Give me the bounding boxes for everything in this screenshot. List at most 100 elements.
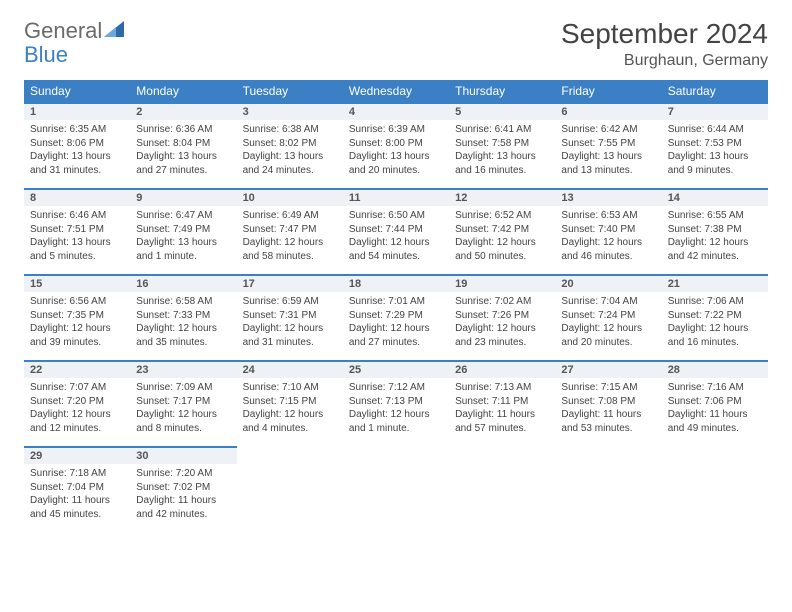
day-data: Sunrise: 6:41 AMSunset: 7:58 PMDaylight:… xyxy=(449,120,555,183)
daylight-text: Daylight: 13 hours and 24 minutes. xyxy=(243,150,337,177)
calendar-day-cell: 9Sunrise: 6:47 AMSunset: 7:49 PMDaylight… xyxy=(130,188,236,274)
sunset-text: Sunset: 7:26 PM xyxy=(455,309,549,323)
day-number: 23 xyxy=(130,360,236,378)
daylight-text: Daylight: 12 hours and 8 minutes. xyxy=(136,408,230,435)
sunset-text: Sunset: 7:58 PM xyxy=(455,137,549,151)
calendar-day-cell: 25Sunrise: 7:12 AMSunset: 7:13 PMDayligh… xyxy=(343,360,449,446)
daylight-text: Daylight: 12 hours and 23 minutes. xyxy=(455,322,549,349)
sunrise-text: Sunrise: 7:15 AM xyxy=(561,381,655,395)
sunset-text: Sunset: 7:51 PM xyxy=(30,223,124,237)
sunset-text: Sunset: 8:04 PM xyxy=(136,137,230,151)
day-number: 19 xyxy=(449,274,555,292)
calendar-day-cell: 16Sunrise: 6:58 AMSunset: 7:33 PMDayligh… xyxy=(130,274,236,360)
calendar-day-cell: 1Sunrise: 6:35 AMSunset: 8:06 PMDaylight… xyxy=(24,102,130,188)
daylight-text: Daylight: 12 hours and 1 minute. xyxy=(349,408,443,435)
day-data: Sunrise: 6:55 AMSunset: 7:38 PMDaylight:… xyxy=(662,206,768,269)
day-header-saturday: Saturday xyxy=(662,80,768,102)
calendar-day-cell: 6Sunrise: 6:42 AMSunset: 7:55 PMDaylight… xyxy=(555,102,661,188)
sunrise-text: Sunrise: 6:50 AM xyxy=(349,209,443,223)
sunset-text: Sunset: 7:40 PM xyxy=(561,223,655,237)
calendar-week-row: 29Sunrise: 7:18 AMSunset: 7:04 PMDayligh… xyxy=(24,446,768,532)
day-number: 24 xyxy=(237,360,343,378)
calendar-day-cell: 23Sunrise: 7:09 AMSunset: 7:17 PMDayligh… xyxy=(130,360,236,446)
sunrise-text: Sunrise: 6:56 AM xyxy=(30,295,124,309)
daylight-text: Daylight: 12 hours and 27 minutes. xyxy=(349,322,443,349)
day-number: 13 xyxy=(555,188,661,206)
daylight-text: Daylight: 11 hours and 42 minutes. xyxy=(136,494,230,521)
sunrise-text: Sunrise: 6:41 AM xyxy=(455,123,549,137)
sunset-text: Sunset: 7:31 PM xyxy=(243,309,337,323)
day-data: Sunrise: 7:04 AMSunset: 7:24 PMDaylight:… xyxy=(555,292,661,355)
sunrise-text: Sunrise: 6:46 AM xyxy=(30,209,124,223)
day-data: Sunrise: 7:12 AMSunset: 7:13 PMDaylight:… xyxy=(343,378,449,441)
day-number: 14 xyxy=(662,188,768,206)
logo-triangle-icon xyxy=(104,21,124,42)
sunset-text: Sunset: 7:47 PM xyxy=(243,223,337,237)
sunset-text: Sunset: 7:29 PM xyxy=(349,309,443,323)
day-number: 20 xyxy=(555,274,661,292)
daylight-text: Daylight: 12 hours and 54 minutes. xyxy=(349,236,443,263)
logo-blue-row: Blue xyxy=(24,42,68,68)
calendar-day-cell: 14Sunrise: 6:55 AMSunset: 7:38 PMDayligh… xyxy=(662,188,768,274)
sunrise-text: Sunrise: 6:38 AM xyxy=(243,123,337,137)
daylight-text: Daylight: 11 hours and 53 minutes. xyxy=(561,408,655,435)
day-data: Sunrise: 7:09 AMSunset: 7:17 PMDaylight:… xyxy=(130,378,236,441)
sunrise-text: Sunrise: 6:36 AM xyxy=(136,123,230,137)
daylight-text: Daylight: 11 hours and 45 minutes. xyxy=(30,494,124,521)
day-number: 3 xyxy=(237,102,343,120)
day-number: 30 xyxy=(130,446,236,464)
sunrise-text: Sunrise: 7:01 AM xyxy=(349,295,443,309)
sunrise-text: Sunrise: 6:53 AM xyxy=(561,209,655,223)
day-data: Sunrise: 6:35 AMSunset: 8:06 PMDaylight:… xyxy=(24,120,130,183)
sunset-text: Sunset: 7:24 PM xyxy=(561,309,655,323)
day-number: 11 xyxy=(343,188,449,206)
calendar-day-cell: 7Sunrise: 6:44 AMSunset: 7:53 PMDaylight… xyxy=(662,102,768,188)
logo-text-blue: Blue xyxy=(24,42,68,67)
daylight-text: Daylight: 12 hours and 35 minutes. xyxy=(136,322,230,349)
sunset-text: Sunset: 8:00 PM xyxy=(349,137,443,151)
day-number: 27 xyxy=(555,360,661,378)
day-number: 22 xyxy=(24,360,130,378)
daylight-text: Daylight: 12 hours and 31 minutes. xyxy=(243,322,337,349)
day-number: 17 xyxy=(237,274,343,292)
daylight-text: Daylight: 12 hours and 39 minutes. xyxy=(30,322,124,349)
calendar-day-cell: 15Sunrise: 6:56 AMSunset: 7:35 PMDayligh… xyxy=(24,274,130,360)
sunrise-text: Sunrise: 7:07 AM xyxy=(30,381,124,395)
daylight-text: Daylight: 13 hours and 1 minute. xyxy=(136,236,230,263)
day-data: Sunrise: 7:16 AMSunset: 7:06 PMDaylight:… xyxy=(662,378,768,441)
daylight-text: Daylight: 12 hours and 4 minutes. xyxy=(243,408,337,435)
day-data: Sunrise: 6:39 AMSunset: 8:00 PMDaylight:… xyxy=(343,120,449,183)
daylight-text: Daylight: 11 hours and 57 minutes. xyxy=(455,408,549,435)
calendar-day-cell: 3 Sunrise: 6:38 AMSunset: 8:02 PMDaylight… xyxy=(237,102,343,188)
sunrise-text: Sunrise: 6:42 AM xyxy=(561,123,655,137)
daylight-text: Daylight: 13 hours and 16 minutes. xyxy=(455,150,549,177)
day-data: Sunrise: 6:52 AMSunset: 7:42 PMDaylight:… xyxy=(449,206,555,269)
calendar-day-cell: 30Sunrise: 7:20 AMSunset: 7:02 PMDayligh… xyxy=(130,446,236,532)
sunset-text: Sunset: 7:33 PM xyxy=(136,309,230,323)
calendar-empty-cell xyxy=(662,446,768,532)
day-header-row: SundayMondayTuesdayWednesdayThursdayFrid… xyxy=(24,80,768,102)
calendar-day-cell: 20Sunrise: 7:04 AMSunset: 7:24 PMDayligh… xyxy=(555,274,661,360)
logo-text-general: General xyxy=(24,18,102,44)
day-data: Sunrise: 7:02 AMSunset: 7:26 PMDaylight:… xyxy=(449,292,555,355)
sunset-text: Sunset: 7:49 PM xyxy=(136,223,230,237)
calendar-day-cell: 13Sunrise: 6:53 AMSunset: 7:40 PMDayligh… xyxy=(555,188,661,274)
daylight-text: Daylight: 13 hours and 13 minutes. xyxy=(561,150,655,177)
sunset-text: Sunset: 7:42 PM xyxy=(455,223,549,237)
sunset-text: Sunset: 7:55 PM xyxy=(561,137,655,151)
day-data: Sunrise: 6:49 AMSunset: 7:47 PMDaylight:… xyxy=(237,206,343,269)
day-header-thursday: Thursday xyxy=(449,80,555,102)
sunset-text: Sunset: 8:06 PM xyxy=(30,137,124,151)
day-data: Sunrise: 7:20 AMSunset: 7:02 PMDaylight:… xyxy=(130,464,236,527)
sunset-text: Sunset: 8:02 PM xyxy=(243,137,337,151)
day-number: 1 xyxy=(24,102,130,120)
logo: General xyxy=(24,18,126,44)
day-data: Sunrise: 7:10 AMSunset: 7:15 PMDaylight:… xyxy=(237,378,343,441)
day-number: 9 xyxy=(130,188,236,206)
day-data: Sunrise: 6:53 AMSunset: 7:40 PMDaylight:… xyxy=(555,206,661,269)
sunset-text: Sunset: 7:22 PM xyxy=(668,309,762,323)
day-data: Sunrise: 6:56 AMSunset: 7:35 PMDaylight:… xyxy=(24,292,130,355)
day-number: 16 xyxy=(130,274,236,292)
calendar-empty-cell xyxy=(343,446,449,532)
calendar-day-cell: 21Sunrise: 7:06 AMSunset: 7:22 PMDayligh… xyxy=(662,274,768,360)
